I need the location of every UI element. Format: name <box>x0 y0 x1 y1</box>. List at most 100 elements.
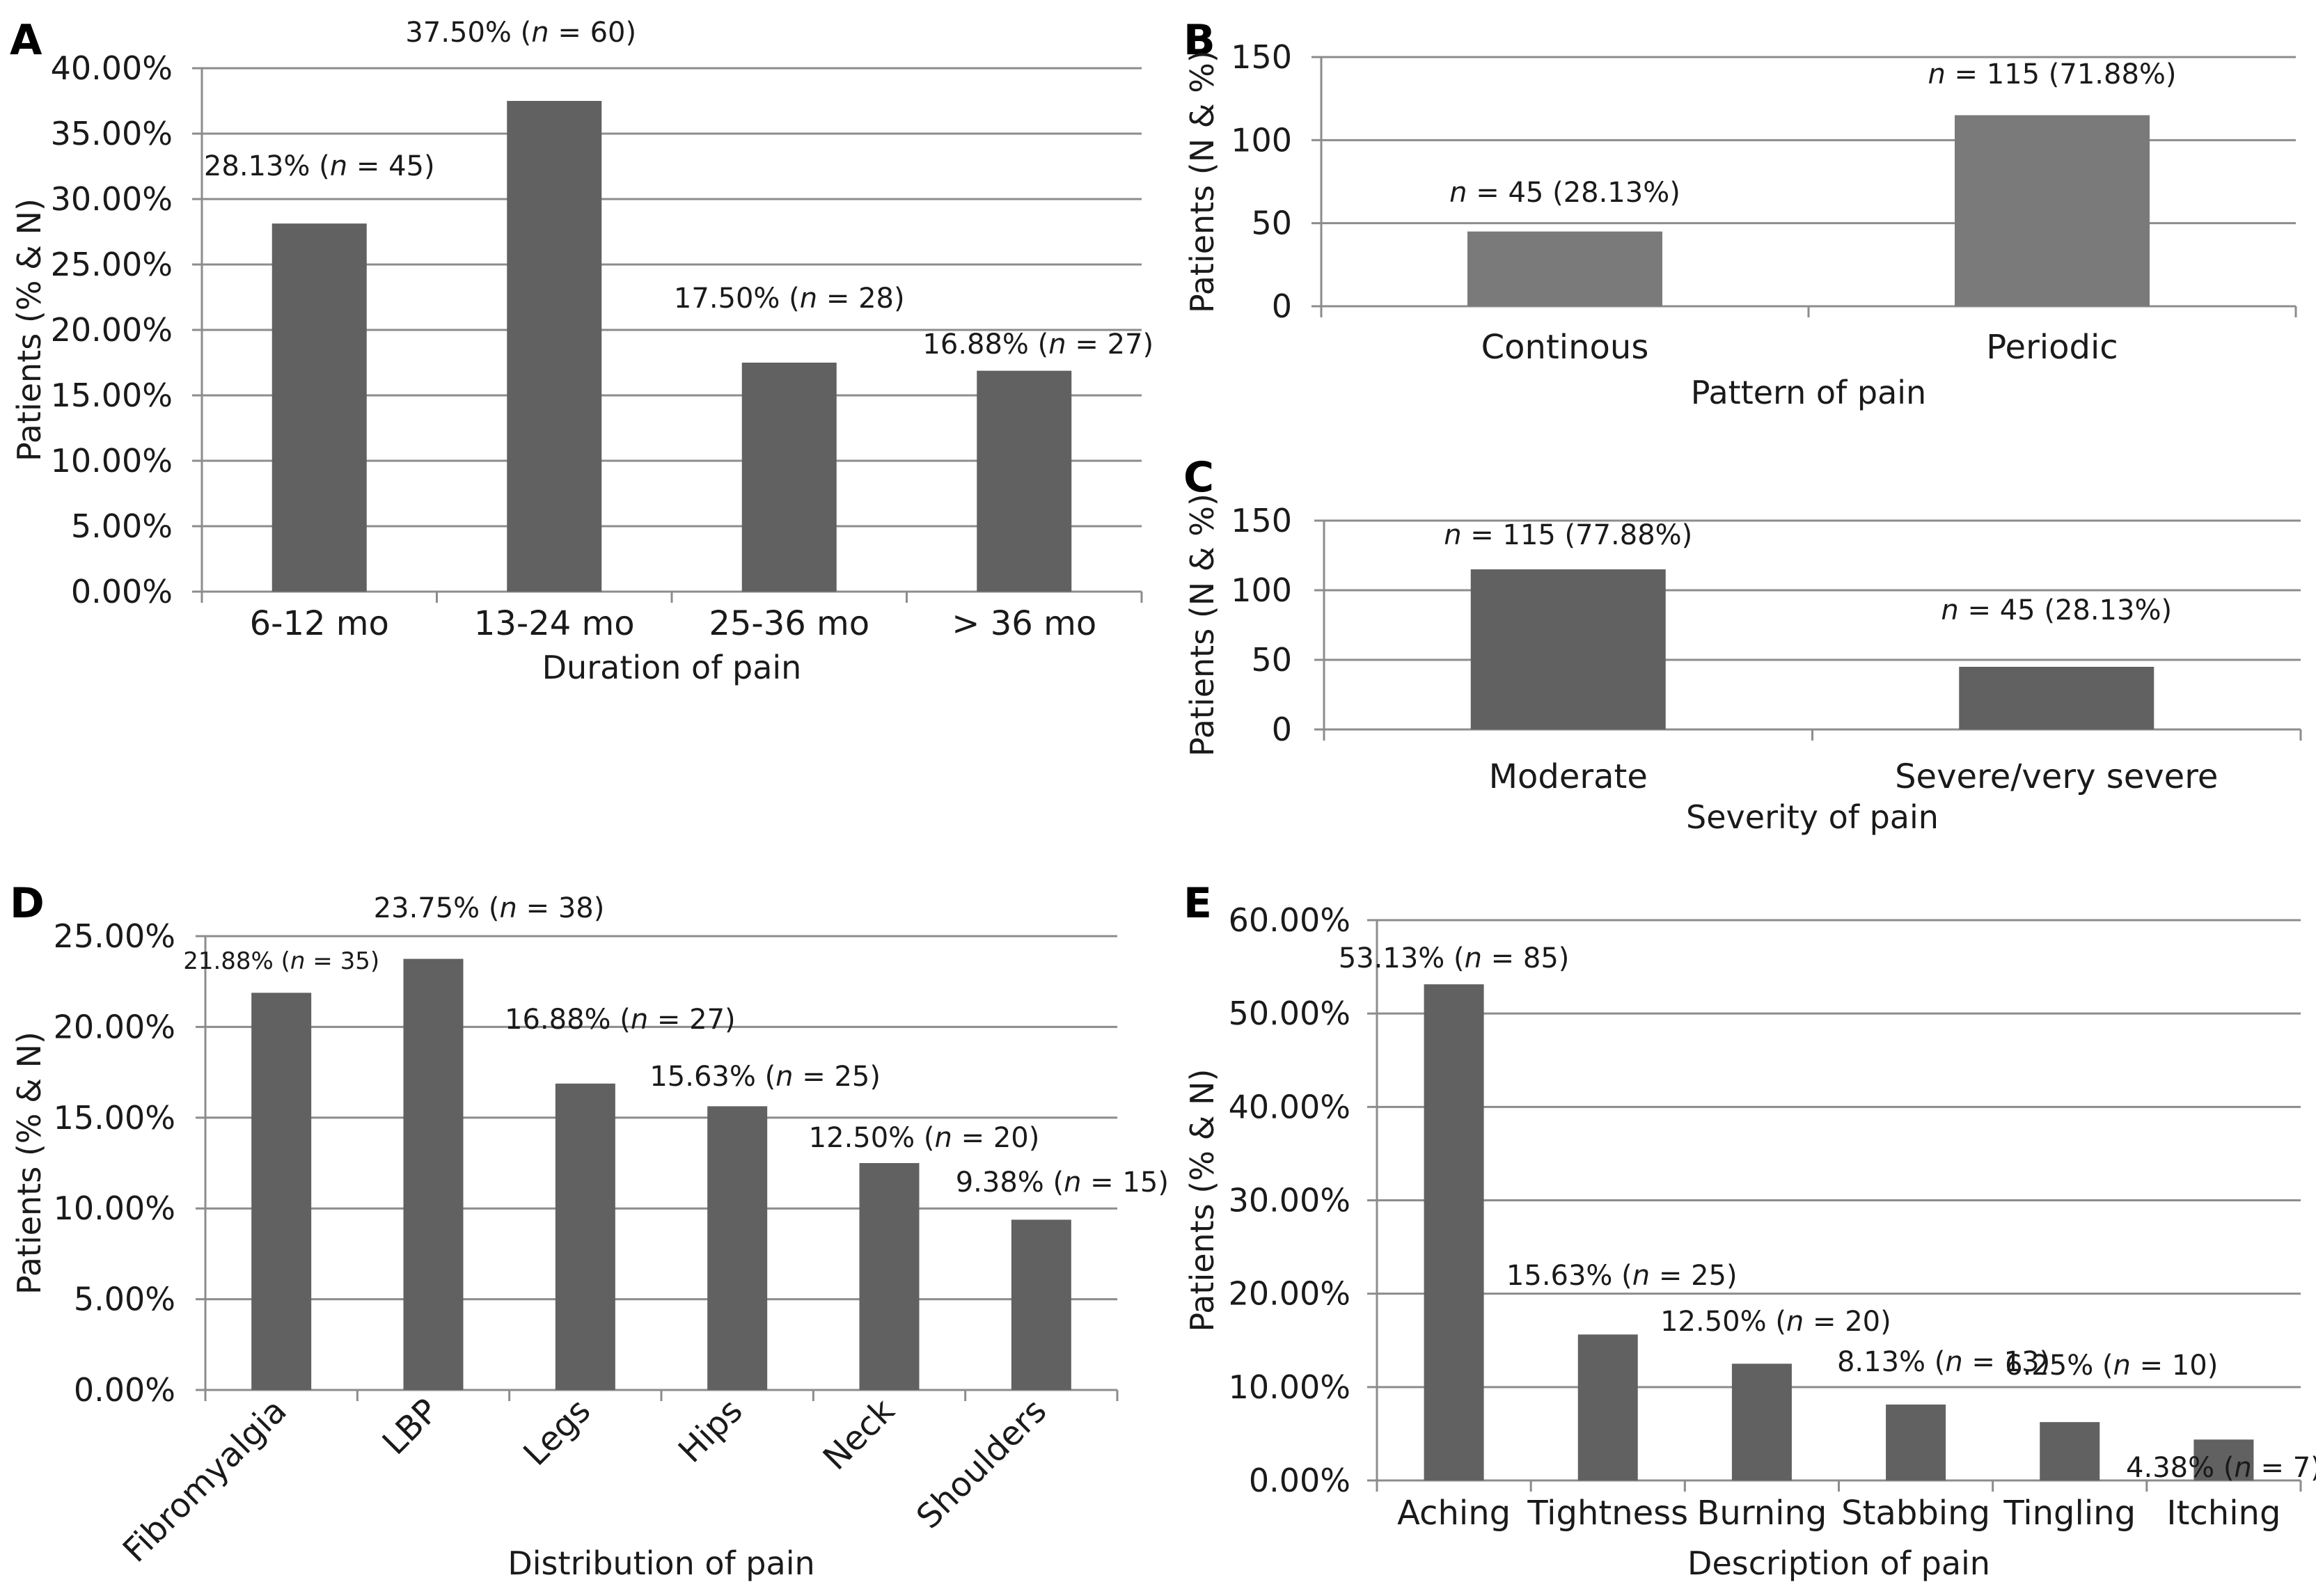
category-label: Hips <box>671 1391 750 1471</box>
bar <box>1577 1334 1638 1480</box>
data-label: 53.13% (n = 85) <box>1339 942 1570 974</box>
y-tick-label: 50 <box>1251 205 1292 242</box>
y-tick-label: 15.00% <box>54 1099 175 1137</box>
y-tick-label: 150 <box>1231 38 1292 76</box>
data-label: 17.50% (n = 28) <box>674 283 905 315</box>
category-label: Shoulders <box>909 1391 1054 1536</box>
bar <box>1424 984 1484 1480</box>
y-tick-label: 0 <box>1272 711 1292 748</box>
category-label: Itching <box>2166 1494 2280 1533</box>
y-tick-label: 35.00% <box>51 115 173 152</box>
chart-panel-c: 0 50 100 150 n = 115 (77.88%) Moderate n = 45 … <box>1183 493 2302 836</box>
category-label: Legs <box>516 1391 598 1473</box>
y-tick-label: 5.00% <box>71 507 173 545</box>
bar <box>1011 1219 1071 1390</box>
category-label: LBP <box>375 1391 446 1462</box>
y-tick-label: 10.00% <box>51 442 173 480</box>
x-axis-title: Pattern of pain <box>1691 374 1926 411</box>
chart-panel-e: 0.00% 10.00% 20.00% 30.00% 40.00% 50.00% 60.00… <box>1183 901 2316 1582</box>
y-tick-label: 150 <box>1231 502 1292 539</box>
x-axis-title: Severity of pain <box>1686 798 1939 836</box>
panel-letter-d: D <box>10 879 45 928</box>
data-label: 6.25% (n = 10) <box>2005 1350 2218 1382</box>
y-tick-label: 25.00% <box>54 917 175 955</box>
data-label: 4.38% (n = 7) <box>2126 1452 2316 1484</box>
y-tick-label: 40.00% <box>1229 1088 1350 1125</box>
y-axis-title: Patients (% & N) <box>10 1032 48 1295</box>
category-label: 13-24 mo <box>474 604 635 643</box>
category-label: Fibromyalgia <box>116 1391 294 1570</box>
category-label: Burning <box>1696 1494 1827 1533</box>
bar <box>1959 667 2154 729</box>
bar <box>1467 231 1662 306</box>
bar <box>1886 1404 1946 1480</box>
y-tick-label: 0 <box>1272 287 1292 325</box>
y-tick-label: 15.00% <box>51 377 173 414</box>
bar <box>555 1083 615 1390</box>
bar <box>707 1106 768 1390</box>
y-tick-label: 0.00% <box>1249 1462 1350 1499</box>
data-label: 37.50% (n = 60) <box>405 17 636 49</box>
y-tick-label: 20.00% <box>54 1008 175 1045</box>
panel-letter-b: B <box>1183 16 1215 65</box>
y-tick-label: 100 <box>1231 571 1292 609</box>
category-label: Severe/very severe <box>1895 757 2218 796</box>
data-label: 16.88% (n = 27) <box>922 329 1153 361</box>
x-axis-title: Distribution of pain <box>507 1544 814 1582</box>
chart-panel-d: 0.00% 5.00% 10.00% 15.00% 20.00% 25.00% 21.88%… <box>10 892 1169 1582</box>
y-tick-label: 40.00% <box>51 49 173 87</box>
data-label: 12.50% (n = 20) <box>1660 1306 1891 1338</box>
category-label: 25-36 mo <box>709 604 869 643</box>
category-label: Stabbing <box>1841 1494 1990 1533</box>
data-label: 21.88% (n = 35) <box>183 947 379 975</box>
chart-panel-a: 0.00% 5.00% 10.00% 15.00% 20.00% 25.00% 30.00%… <box>10 17 1153 686</box>
y-tick-label: 0.00% <box>74 1371 175 1409</box>
y-tick-label: 100 <box>1231 121 1292 159</box>
data-label: 28.13% (n = 45) <box>204 150 435 182</box>
bar <box>1731 1364 1792 1480</box>
bar <box>507 101 602 592</box>
chart-panel-b: 0 50 100 150 n = 45 (28.13%) Continous n = 115… <box>1183 38 2297 411</box>
y-axis-title: Patients (% & N) <box>1183 1069 1221 1332</box>
panel-letter-c: C <box>1183 453 1214 502</box>
category-label: Continous <box>1481 328 1649 367</box>
y-tick-label: 60.00% <box>1229 901 1350 939</box>
y-tick-label: 50 <box>1251 641 1292 679</box>
y-tick-label: 0.00% <box>71 573 173 610</box>
y-tick-label: 25.00% <box>51 246 173 283</box>
category-label: 6-12 mo <box>250 604 389 643</box>
y-tick-label: 10.00% <box>1229 1368 1350 1406</box>
data-label: 12.50% (n = 20) <box>809 1122 1040 1154</box>
bar <box>271 223 367 592</box>
data-label: 23.75% (n = 38) <box>374 892 605 924</box>
y-tick-label: 50.00% <box>1229 995 1350 1032</box>
data-label: 9.38% (n = 15) <box>956 1167 1169 1199</box>
bar <box>741 363 837 592</box>
y-axis-title: Patients (N & %) <box>1183 50 1221 313</box>
y-tick-label: 10.00% <box>54 1190 175 1227</box>
y-axis-title: Patients (N & %) <box>1183 493 1221 757</box>
category-label: > 36 mo <box>952 604 1096 643</box>
data-label: 15.63% (n = 25) <box>649 1061 881 1093</box>
panel-letter-e: E <box>1183 879 1212 928</box>
bar <box>1955 115 2150 307</box>
y-tick-label: 30.00% <box>51 180 173 218</box>
category-label: Tingling <box>2003 1494 2136 1533</box>
y-tick-label: 20.00% <box>1229 1275 1350 1313</box>
data-label: n = 45 (28.13%) <box>1941 594 2172 626</box>
bar <box>2193 1439 2254 1480</box>
bar <box>1470 569 1666 729</box>
x-axis-title: Duration of pain <box>542 649 802 686</box>
bar <box>977 370 1072 592</box>
data-label: 16.88% (n = 27) <box>505 1004 736 1036</box>
panel-letter-a: A <box>10 16 42 65</box>
bar <box>2040 1422 2100 1480</box>
category-label: Aching <box>1397 1494 1511 1533</box>
data-label: 8.13% (n = 13) <box>1837 1346 2050 1378</box>
y-tick-label: 20.00% <box>51 311 173 349</box>
y-tick-label: 5.00% <box>74 1281 175 1318</box>
data-label: n = 45 (28.13%) <box>1449 177 1680 209</box>
data-label: n = 115 (77.88%) <box>1444 519 1692 551</box>
data-label: n = 115 (71.88%) <box>1928 58 2176 90</box>
